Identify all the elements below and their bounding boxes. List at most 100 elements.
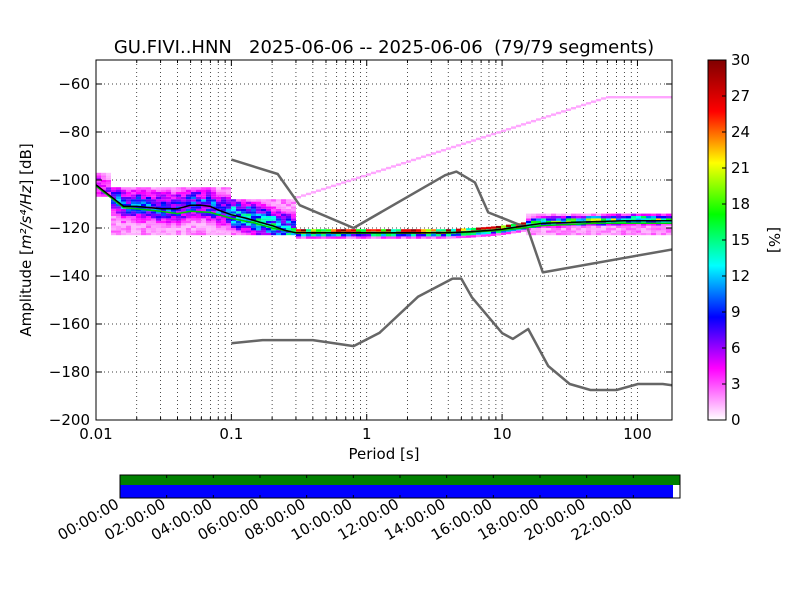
density-cell (136, 187, 141, 190)
density-cell (621, 216, 626, 219)
density-cell (241, 218, 246, 221)
nhnm-line (231, 158, 672, 274)
density-cell (666, 232, 671, 236)
density-cell (286, 201, 291, 204)
density-cell (246, 228, 251, 231)
density-cell (591, 100, 596, 103)
y-tick-label: −60 (58, 75, 90, 93)
density-cell (556, 111, 561, 115)
density-cell (176, 232, 181, 236)
density-cell (421, 234, 426, 237)
density-cell (226, 220, 231, 224)
density-cell (211, 213, 216, 216)
density-cell (141, 187, 146, 190)
density-cell (631, 232, 636, 236)
density-cell (156, 223, 161, 226)
density-cell (486, 234, 491, 237)
density-cell (126, 192, 131, 195)
density-cell (166, 196, 171, 200)
density-cell (281, 206, 286, 209)
density-cell (341, 234, 346, 237)
density-cell (216, 192, 221, 195)
density-cell (571, 228, 576, 231)
density-cell (256, 211, 261, 214)
density-cell (221, 194, 226, 197)
density-cell (121, 194, 126, 197)
density-cell (551, 218, 556, 221)
density-cell (191, 213, 196, 216)
density-cell (586, 223, 591, 226)
density-cell (116, 228, 121, 231)
density-cell (511, 228, 516, 232)
density-cell (236, 223, 241, 226)
density-cell (666, 218, 671, 221)
density-cell (301, 236, 306, 239)
density-cell (286, 206, 291, 209)
density-cell (396, 236, 401, 239)
density-cell (586, 102, 591, 105)
density-cell (406, 234, 411, 237)
density-cell (216, 194, 221, 197)
density-cell (221, 225, 226, 228)
density-cell (136, 206, 141, 209)
density-cell (171, 218, 176, 221)
density-cell (326, 234, 331, 237)
density-cell (146, 216, 151, 219)
density-cell (286, 220, 291, 224)
density-cell (591, 223, 596, 226)
density-cell (616, 228, 621, 231)
density-cell (181, 199, 186, 202)
density-cell (601, 213, 606, 216)
density-cell (596, 232, 601, 236)
density-cell (576, 105, 581, 108)
density-cell (566, 225, 571, 228)
density-cell (291, 199, 296, 202)
density-cell (246, 211, 251, 214)
density-cell (311, 236, 316, 239)
density-cell (556, 216, 561, 219)
density-cell (126, 201, 131, 204)
density-cell (251, 230, 256, 233)
density-cell (116, 232, 121, 236)
density-cell (611, 223, 616, 226)
density-cell (616, 96, 621, 99)
density-cell (221, 218, 226, 221)
density-cell (111, 208, 116, 212)
density-cell (141, 230, 146, 233)
density-cell (251, 204, 256, 207)
density-cell (261, 225, 266, 228)
density-cell (296, 236, 301, 239)
density-cell (261, 218, 266, 221)
density-cell (146, 189, 151, 192)
density-cell (166, 187, 171, 190)
density-cell (491, 231, 496, 234)
density-cell (331, 184, 336, 188)
density-cell (131, 225, 136, 228)
density-cell (546, 232, 551, 236)
density-cell (566, 218, 571, 221)
density-cell (216, 230, 221, 233)
density-cell (566, 232, 571, 236)
density-cell (631, 228, 636, 231)
density-cell (256, 213, 261, 216)
density-cell (121, 199, 126, 202)
density-cell (196, 187, 201, 190)
density-cell (261, 208, 266, 212)
density-cell (161, 192, 166, 195)
density-cell (446, 236, 451, 239)
density-cell (316, 229, 321, 232)
y-tick-label: −140 (49, 267, 90, 285)
density-cell (171, 225, 176, 228)
density-cell (111, 232, 116, 236)
density-cell (141, 189, 146, 192)
density-cell (581, 232, 586, 236)
density-cell (246, 208, 251, 212)
density-cell (151, 232, 156, 236)
density-cell (486, 134, 491, 137)
density-cell (666, 228, 671, 231)
density-cell (606, 216, 611, 219)
density-cell (126, 225, 131, 228)
density-cell (186, 206, 191, 209)
density-cell (656, 213, 661, 216)
density-cell (131, 220, 136, 224)
